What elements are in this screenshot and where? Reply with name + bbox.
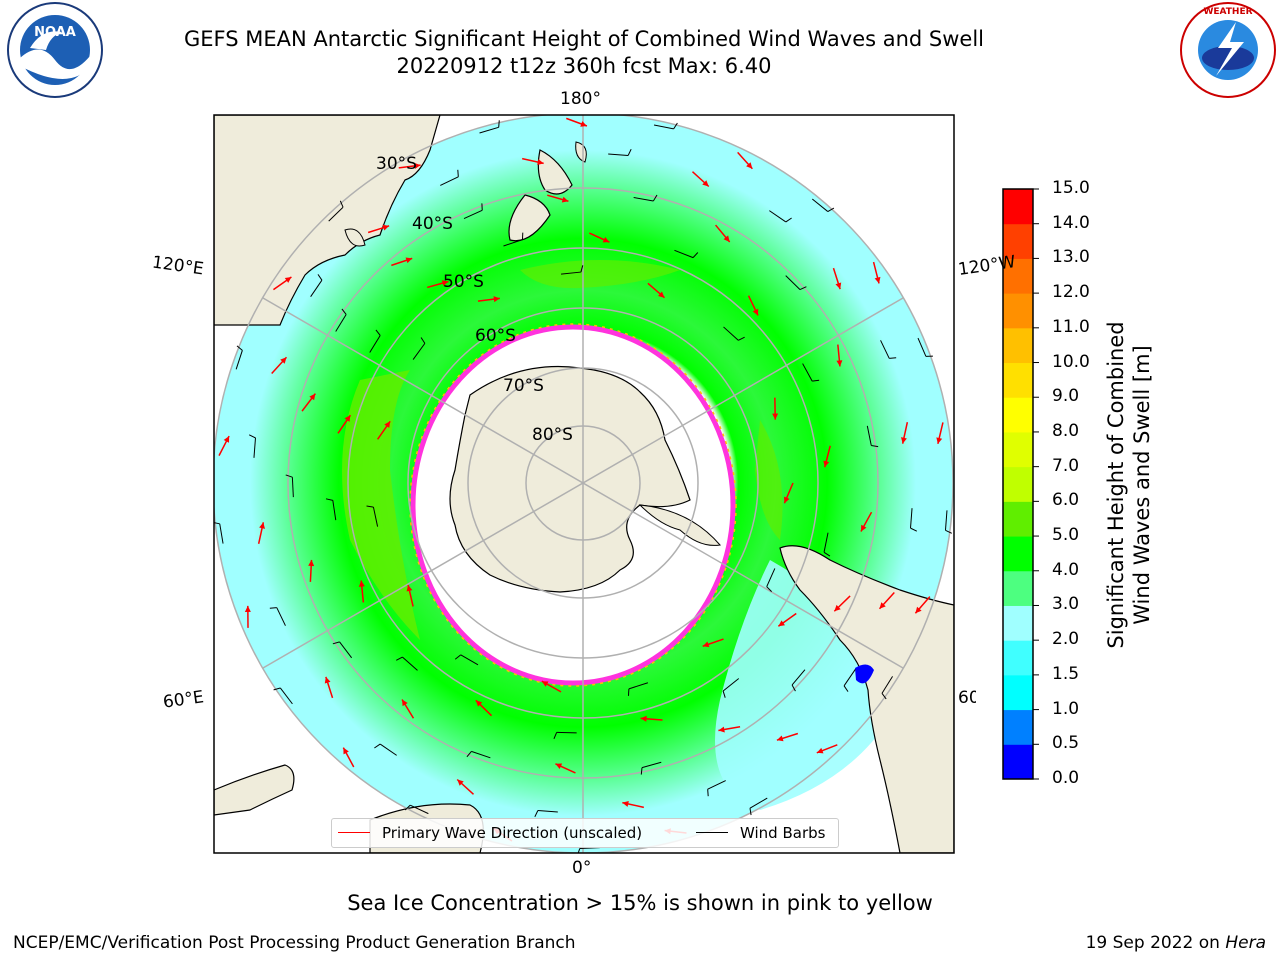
stamp-date: 19 Sep 2022 on — [1086, 933, 1220, 953]
stamp-host: Hera — [1225, 933, 1266, 953]
colorbar-tick-label: 5.0 — [1052, 525, 1079, 545]
colorbar-segment — [1003, 675, 1033, 710]
colorbar-tick-label: 3.0 — [1052, 594, 1079, 614]
colorbar-tick-label: 1.5 — [1052, 664, 1079, 684]
lat-label-30s: 30°S — [376, 154, 417, 174]
colorbar-segment — [1003, 189, 1033, 224]
colorbar-tick-label: 8.0 — [1052, 421, 1079, 441]
lat-label-60s: 60°S — [475, 326, 516, 346]
colorbar-label-line-1: Significant Height of Combined — [1103, 321, 1129, 648]
colorbar-segment — [1003, 744, 1033, 779]
colorbar-segment — [1003, 293, 1033, 328]
lat-label-50s: 50°S — [443, 272, 484, 292]
legend-item-wave-direction: Primary Wave Direction (unscaled) — [382, 824, 642, 842]
sea-ice-note: Sea Ice Concentration > 15% is shown in … — [347, 891, 933, 915]
map-figure: NOAA WEATHER — [0, 0, 1280, 960]
colorbar-tick-label: 2.0 — [1052, 629, 1079, 649]
credit-line: NCEP/EMC/Verification Post Processing Pr… — [13, 933, 576, 953]
colorbar — [1003, 189, 1039, 780]
colorbar-segment — [1003, 467, 1033, 502]
colorbar-tick-label: 4.0 — [1052, 560, 1079, 580]
legend-item-wind-barbs: Wind Barbs — [740, 824, 825, 842]
colorbar-tick-label: 11.0 — [1052, 317, 1090, 337]
svg-text:NOAA: NOAA — [34, 25, 76, 40]
colorbar-label: Significant Height of Combined Wind Wave… — [1103, 321, 1155, 648]
colorbar-segment — [1003, 605, 1033, 640]
lon-label-60w: 60°W — [958, 688, 976, 708]
colorbar-tick-label: 0.0 — [1052, 768, 1079, 788]
colorbar-tick-label: 12.0 — [1052, 282, 1090, 302]
lat-label-70s: 70°S — [503, 376, 544, 396]
colorbar-tick-label: 13.0 — [1052, 247, 1090, 267]
nws-logo: WEATHER — [1181, 3, 1275, 97]
map-legend: Primary Wave Direction (unscaled) Wind B… — [331, 818, 839, 848]
map-area — [213, 113, 954, 855]
colorbar-tick-label: 1.0 — [1052, 699, 1079, 719]
colorbar-segment — [1003, 536, 1033, 571]
wind-barb — [557, 732, 577, 733]
colorbar-segment — [1003, 571, 1033, 606]
title-line-1: GEFS MEAN Antarctic Significant Height o… — [184, 27, 984, 51]
legend-barb-swatch — [696, 832, 728, 833]
svg-text:WEATHER: WEATHER — [1203, 7, 1252, 17]
colorbar-tick-label: 14.0 — [1052, 213, 1090, 233]
lon-label-0: 0° — [572, 858, 591, 878]
colorbar-tick-label: 15.0 — [1052, 178, 1090, 198]
colorbar-segment — [1003, 432, 1033, 467]
colorbar-segment — [1003, 328, 1033, 363]
noaa-logo: NOAA — [8, 3, 102, 97]
wind-barb-flag — [708, 789, 709, 796]
colorbar-tick-label: 6.0 — [1052, 490, 1079, 510]
colorbar-tick-label: 10.0 — [1052, 352, 1090, 372]
lon-label-180: 180° — [560, 89, 601, 109]
wind-barb-flag — [499, 120, 500, 127]
colorbar-segment — [1003, 501, 1033, 536]
wind-barb-flag — [889, 358, 896, 359]
colorbar-tick-label: 9.0 — [1052, 386, 1079, 406]
colorbar-label-line-2: Wind Waves and Swell [m] — [1129, 321, 1155, 648]
colorbar-segment — [1003, 363, 1033, 398]
lat-label-40s: 40°S — [412, 214, 453, 234]
colorbar-segment — [1003, 710, 1033, 745]
title-line-2: 20220912 t12z 360h fcst Max: 6.40 — [397, 54, 772, 78]
colorbar-segment — [1003, 640, 1033, 675]
date-stamp: 19 Sep 2022 on Hera — [1086, 933, 1266, 953]
legend-arrow-swatch — [338, 832, 370, 833]
wind-barb-flag — [270, 608, 277, 609]
lat-label-80s: 80°S — [532, 425, 573, 445]
colorbar-segment — [1003, 397, 1033, 432]
wind-barb-flag — [458, 170, 459, 177]
colorbar-tick-label: 7.0 — [1052, 456, 1079, 476]
colorbar-tick-label: 0.5 — [1052, 733, 1079, 753]
wind-barb-flag — [641, 768, 642, 775]
